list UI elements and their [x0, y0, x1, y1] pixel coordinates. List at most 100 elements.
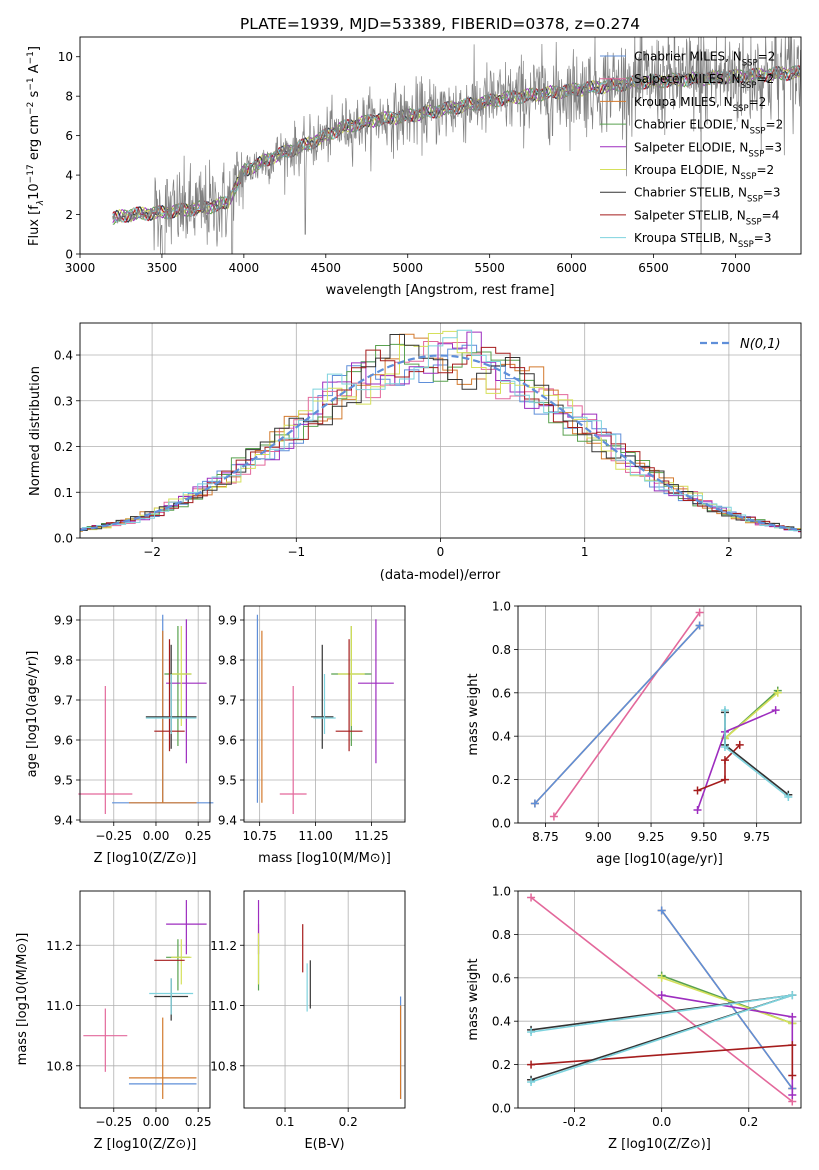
y-tick-label: 0.2	[54, 440, 73, 454]
series-marker-salp_elodie	[771, 706, 780, 715]
legend-label-subscript: SSP	[733, 104, 749, 114]
x-tick-label: 9.25	[638, 830, 665, 844]
age_vs_mass-points	[256, 614, 394, 814]
y-tick-label: 0.4	[54, 349, 73, 363]
ylabel-part: −2	[26, 102, 36, 115]
residuals-axes: −2 −1 0 1 2 0.0 0.1 0.2 0.3 0.4	[54, 323, 801, 559]
series-marker-salp_stelib	[720, 775, 729, 784]
y-tick-label: 9.6	[54, 734, 73, 748]
observed-spectrum	[112, 37, 801, 254]
x-tick-label: 9.50	[690, 830, 717, 844]
age_vs_Z-points	[78, 614, 214, 814]
x-tick-label: 4000	[229, 261, 260, 275]
mass_vs_Z-axes: −0.25 0.00 0.25 10.8 11.0 11.2	[46, 891, 212, 1129]
x-tick-label: −0.25	[95, 1115, 132, 1129]
legend-label-salp_miles: Salpeter MILES, NSSP=2	[634, 72, 774, 91]
legend-label-subscript: SSP	[742, 59, 758, 69]
mass_weight_vs_Z-xlabel: Z [log10(Z/Z⊙)]	[608, 1137, 711, 1152]
age_vs_Z-ylabel: age [log10(age/yr)]	[25, 651, 40, 778]
y-tick-label: 11.0	[210, 999, 237, 1013]
y-tick-label: 11.2	[46, 939, 73, 953]
legend-label-count: =2	[766, 118, 784, 132]
y-tick-label: 9.5	[218, 774, 237, 788]
ylabel-part: −1	[26, 51, 36, 64]
residuals-xlabel: (data-model)/error	[380, 568, 501, 583]
legend-label-count: =2	[756, 163, 774, 177]
legend-label-chab_stelib: Chabrier STELIB, NSSP=3	[634, 186, 781, 205]
y-tick-label: 9.8	[54, 654, 73, 668]
x-tick-label: −2	[143, 545, 161, 559]
spectrum-xlabel: wavelength [Angstrom, rest frame]	[326, 283, 555, 298]
x-tick-label: 9.75	[743, 830, 770, 844]
ylabel-part: 10	[27, 183, 42, 200]
x-tick-label: 0.2	[739, 1115, 758, 1129]
y-tick-label: 9.9	[218, 614, 237, 628]
series-marker-salp_elodie	[657, 991, 666, 1000]
x-tick-label: 9.00	[585, 830, 612, 844]
legend-label-count: =3	[754, 231, 772, 245]
x-tick-label: 5000	[392, 261, 423, 275]
age_vs_Z-frame	[79, 605, 211, 823]
y-tick-label: 11.2	[210, 939, 237, 953]
x-tick-label: 5500	[474, 261, 505, 275]
mass_weight_vs_age-lines	[530, 608, 793, 821]
ylabel-part: erg cm	[27, 115, 42, 164]
y-tick-label: 11.0	[46, 999, 73, 1013]
legend-label-text: Chabrier ELODIE, N	[634, 118, 750, 132]
x-tick-label: 3000	[65, 261, 96, 275]
legend-label-subscript: SSP	[748, 149, 764, 159]
x-tick-label: 0.00	[143, 1115, 170, 1129]
x-tick-label: 0.1	[275, 1115, 294, 1129]
x-tick-label: 0.0	[652, 1115, 671, 1129]
residuals-frame	[79, 322, 802, 539]
y-tick-label: 1.0	[492, 885, 511, 899]
legend-label-subscript: SSP	[746, 217, 762, 227]
y-tick-label: 0.4	[492, 1015, 511, 1029]
spectrum-axes: 3000 3500 4000 4500 5000 5500 6000 6500 7000 0 2 4 6…	[58, 50, 751, 275]
legend-label-text: Kroupa STELIB, N	[634, 231, 738, 245]
y-tick-label: 0.6	[492, 971, 511, 985]
spectrum-frame	[79, 36, 802, 255]
x-tick-label: 8.75	[532, 830, 559, 844]
mass_weight_vs_Z-lines	[527, 893, 797, 1106]
residual-histogram-krou_stelib	[80, 329, 801, 531]
series-marker-salp_miles	[549, 812, 558, 821]
y-tick-label: 8	[65, 90, 73, 104]
y-tick-label: 10.8	[46, 1059, 73, 1073]
y-tick-label: 9.9	[54, 614, 73, 628]
y-tick-label: 1.0	[492, 600, 511, 614]
mass_weight_vs_age-frame	[517, 605, 802, 824]
y-tick-label: 0.0	[492, 1102, 511, 1116]
spectrum-lines	[112, 37, 801, 254]
mass_vs_Z-frame	[79, 890, 211, 1109]
y-tick-label: 0.3	[54, 394, 73, 408]
legend-label-subscript: SSP	[738, 240, 754, 250]
y-tick-label: 9.5	[54, 774, 73, 788]
legend-label-count: =3	[764, 140, 782, 154]
series-marker-salp_elodie	[788, 1090, 797, 1099]
mass_vs_ebv-frame	[243, 890, 406, 1109]
y-tick-label: 0.2	[492, 773, 511, 787]
y-tick-label: 0.2	[492, 1058, 511, 1072]
age_vs_mass-axes: 10.75 11.00 11.25 9.4 9.5 9.6 9.7 9.8 9.9	[218, 606, 405, 843]
y-tick-label: 9.4	[218, 814, 237, 828]
series-marker-krou_elodie	[773, 688, 782, 697]
y-tick-label: 0.6	[492, 686, 511, 700]
y-tick-label: 0.8	[492, 928, 511, 942]
x-tick-label: 2	[725, 545, 733, 559]
legend-label-text: Salpeter ELODIE, N	[634, 140, 748, 154]
x-tick-label: 10.75	[242, 829, 276, 843]
ylabel-part: −1	[26, 77, 36, 90]
x-tick-label: 6500	[638, 261, 669, 275]
series-marker-salp_stelib	[788, 1041, 797, 1050]
mass_vs_Z-xlabel: Z [log10(Z/Z⊙)]	[94, 1137, 197, 1152]
legend-label-salp_elodie: Salpeter ELODIE, NSSP=3	[634, 140, 782, 159]
legend-label-salp_stelib: Salpeter STELIB, NSSP=4	[634, 208, 779, 227]
series-marker-chab_miles	[695, 621, 704, 630]
mass_weight_vs_Z-axes: -0.2 0.0 0.2 0.0 0.2 0.4 0.6 0.8 1.0	[492, 885, 801, 1129]
legend-label-text: Salpeter STELIB, N	[634, 208, 746, 222]
mass_vs_Z-ylabel: mass [log10(M/M⊙)]	[15, 933, 30, 1066]
x-tick-label: 11.25	[354, 829, 388, 843]
legend-label-krou_elodie: Kroupa ELODIE, NSSP=2	[634, 163, 774, 182]
